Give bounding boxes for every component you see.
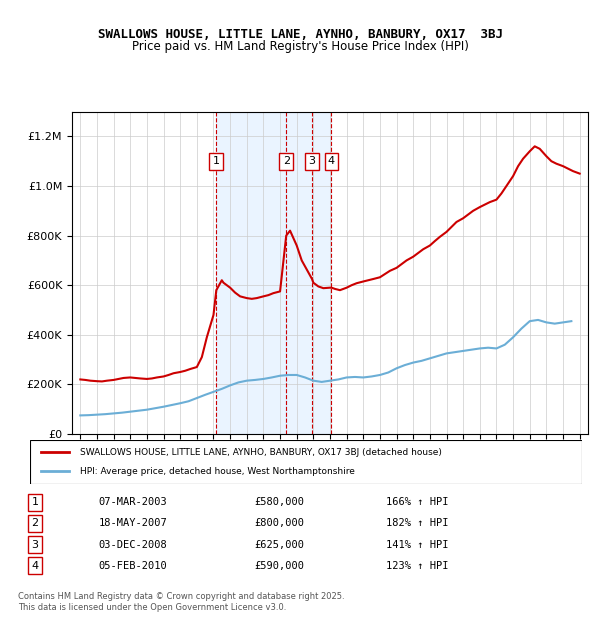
Text: Price paid vs. HM Land Registry's House Price Index (HPI): Price paid vs. HM Land Registry's House … [131, 40, 469, 53]
Text: 4: 4 [31, 560, 38, 571]
Text: 1: 1 [32, 497, 38, 507]
Text: 2: 2 [31, 518, 38, 528]
FancyBboxPatch shape [30, 440, 582, 484]
Text: £580,000: £580,000 [254, 497, 304, 507]
Text: 141% ↑ HPI: 141% ↑ HPI [386, 539, 449, 549]
Text: 2: 2 [283, 156, 290, 166]
Text: 05-FEB-2010: 05-FEB-2010 [98, 560, 167, 571]
Text: Contains HM Land Registry data © Crown copyright and database right 2025.
This d: Contains HM Land Registry data © Crown c… [18, 592, 344, 611]
Text: £625,000: £625,000 [254, 539, 304, 549]
Text: 3: 3 [308, 156, 316, 166]
Text: 182% ↑ HPI: 182% ↑ HPI [386, 518, 449, 528]
Text: 18-MAY-2007: 18-MAY-2007 [98, 518, 167, 528]
Text: SWALLOWS HOUSE, LITTLE LANE, AYNHO, BANBURY, OX17  3BJ: SWALLOWS HOUSE, LITTLE LANE, AYNHO, BANB… [97, 28, 503, 41]
Text: 4: 4 [328, 156, 335, 166]
Text: 166% ↑ HPI: 166% ↑ HPI [386, 497, 449, 507]
Text: £590,000: £590,000 [254, 560, 304, 571]
Text: HPI: Average price, detached house, West Northamptonshire: HPI: Average price, detached house, West… [80, 467, 355, 476]
Text: 123% ↑ HPI: 123% ↑ HPI [386, 560, 449, 571]
Bar [217, 112, 286, 434]
Text: 1: 1 [213, 156, 220, 166]
Text: £800,000: £800,000 [254, 518, 304, 528]
Text: SWALLOWS HOUSE, LITTLE LANE, AYNHO, BANBURY, OX17 3BJ (detached house): SWALLOWS HOUSE, LITTLE LANE, AYNHO, BANB… [80, 448, 442, 457]
Text: 07-MAR-2003: 07-MAR-2003 [98, 497, 167, 507]
Text: 03-DEC-2008: 03-DEC-2008 [98, 539, 167, 549]
Text: 3: 3 [32, 539, 38, 549]
Bar [286, 112, 331, 434]
